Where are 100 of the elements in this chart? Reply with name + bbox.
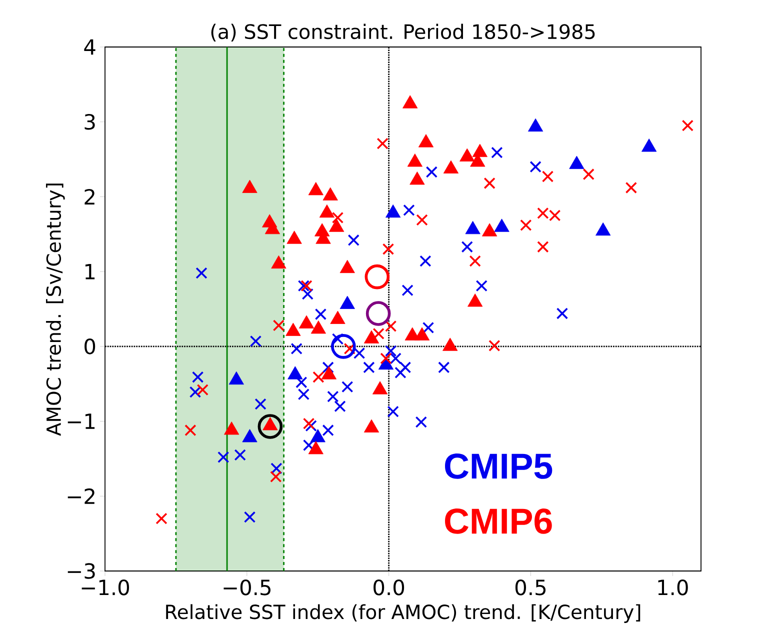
y-tick-label: 1 (85, 264, 95, 280)
point (642, 138, 657, 152)
point (387, 406, 399, 418)
point (322, 424, 334, 436)
point (242, 180, 258, 193)
point (488, 340, 500, 352)
point (380, 352, 392, 364)
point (596, 222, 611, 236)
point (286, 230, 302, 244)
point (528, 118, 544, 132)
point (342, 381, 354, 393)
point (530, 160, 542, 173)
point (353, 347, 366, 360)
point (244, 511, 256, 523)
point (302, 418, 315, 430)
point (192, 371, 204, 383)
point (494, 218, 510, 232)
point (254, 398, 266, 410)
point (196, 384, 208, 396)
point (410, 172, 425, 185)
point (270, 470, 282, 483)
point (272, 320, 285, 332)
point (461, 241, 473, 253)
point (296, 376, 308, 388)
point (348, 234, 360, 246)
point (582, 168, 594, 180)
point (376, 138, 388, 150)
point (469, 255, 481, 267)
point (556, 308, 568, 320)
point (312, 371, 324, 383)
point (218, 451, 230, 464)
point (184, 424, 196, 436)
point (334, 400, 346, 412)
point (625, 182, 638, 194)
point (329, 218, 344, 232)
y-axis-title: AMOC trend. [Sv/Century] (46, 184, 65, 436)
point (189, 386, 202, 398)
x-tick-label: 0.5 (515, 580, 546, 596)
point (302, 288, 314, 300)
point (332, 333, 344, 345)
point (363, 362, 375, 374)
point (308, 182, 324, 196)
point (250, 335, 262, 348)
point (331, 334, 356, 359)
point (384, 320, 397, 332)
point (258, 414, 283, 439)
point (422, 322, 434, 334)
y-tick-label: −3 (68, 563, 95, 579)
point (366, 301, 391, 326)
y-tick-label: 3 (84, 114, 95, 130)
point (542, 170, 554, 182)
point (327, 390, 339, 402)
point (300, 280, 312, 292)
x-tick-label: −0.5 (224, 580, 270, 596)
point (415, 416, 428, 428)
point (482, 223, 498, 236)
x-tick-label: −1.0 (82, 580, 130, 596)
point (319, 204, 335, 218)
point (394, 366, 406, 378)
point (298, 388, 310, 400)
point (399, 362, 412, 374)
text: CMIP6 (445, 508, 552, 534)
point (468, 294, 483, 307)
point (416, 214, 428, 226)
point (443, 160, 459, 174)
point (476, 280, 488, 292)
point (390, 352, 402, 364)
point (372, 328, 384, 340)
series-label: CMIP5 (445, 454, 552, 479)
point (569, 156, 584, 169)
point (682, 120, 694, 132)
point (322, 187, 338, 200)
point (364, 264, 390, 290)
point (465, 220, 480, 234)
point (271, 255, 286, 269)
point (302, 439, 315, 452)
point (340, 260, 355, 274)
y-tick-label: −2 (68, 488, 94, 504)
point (403, 204, 415, 216)
y-tick-label: −1 (68, 414, 95, 429)
point (314, 308, 327, 320)
x-axis-title: Relative SST index (for AMOC) trend. [K/Century] (166, 604, 640, 623)
point (407, 154, 422, 167)
point (290, 342, 302, 355)
point (402, 284, 414, 296)
point (484, 177, 496, 190)
point (298, 280, 310, 292)
x-tick-label: 0.0 (374, 580, 404, 596)
point (234, 449, 246, 461)
point (382, 243, 394, 255)
chart-title: (a) SST constraint. Period 1850->1985 (211, 24, 595, 42)
point (196, 267, 208, 279)
point (491, 146, 503, 158)
point (322, 362, 334, 374)
point (472, 144, 488, 157)
point (438, 362, 450, 374)
point (384, 345, 397, 357)
y-tick-label: 2 (84, 188, 94, 204)
point (426, 166, 438, 178)
point (537, 241, 549, 253)
